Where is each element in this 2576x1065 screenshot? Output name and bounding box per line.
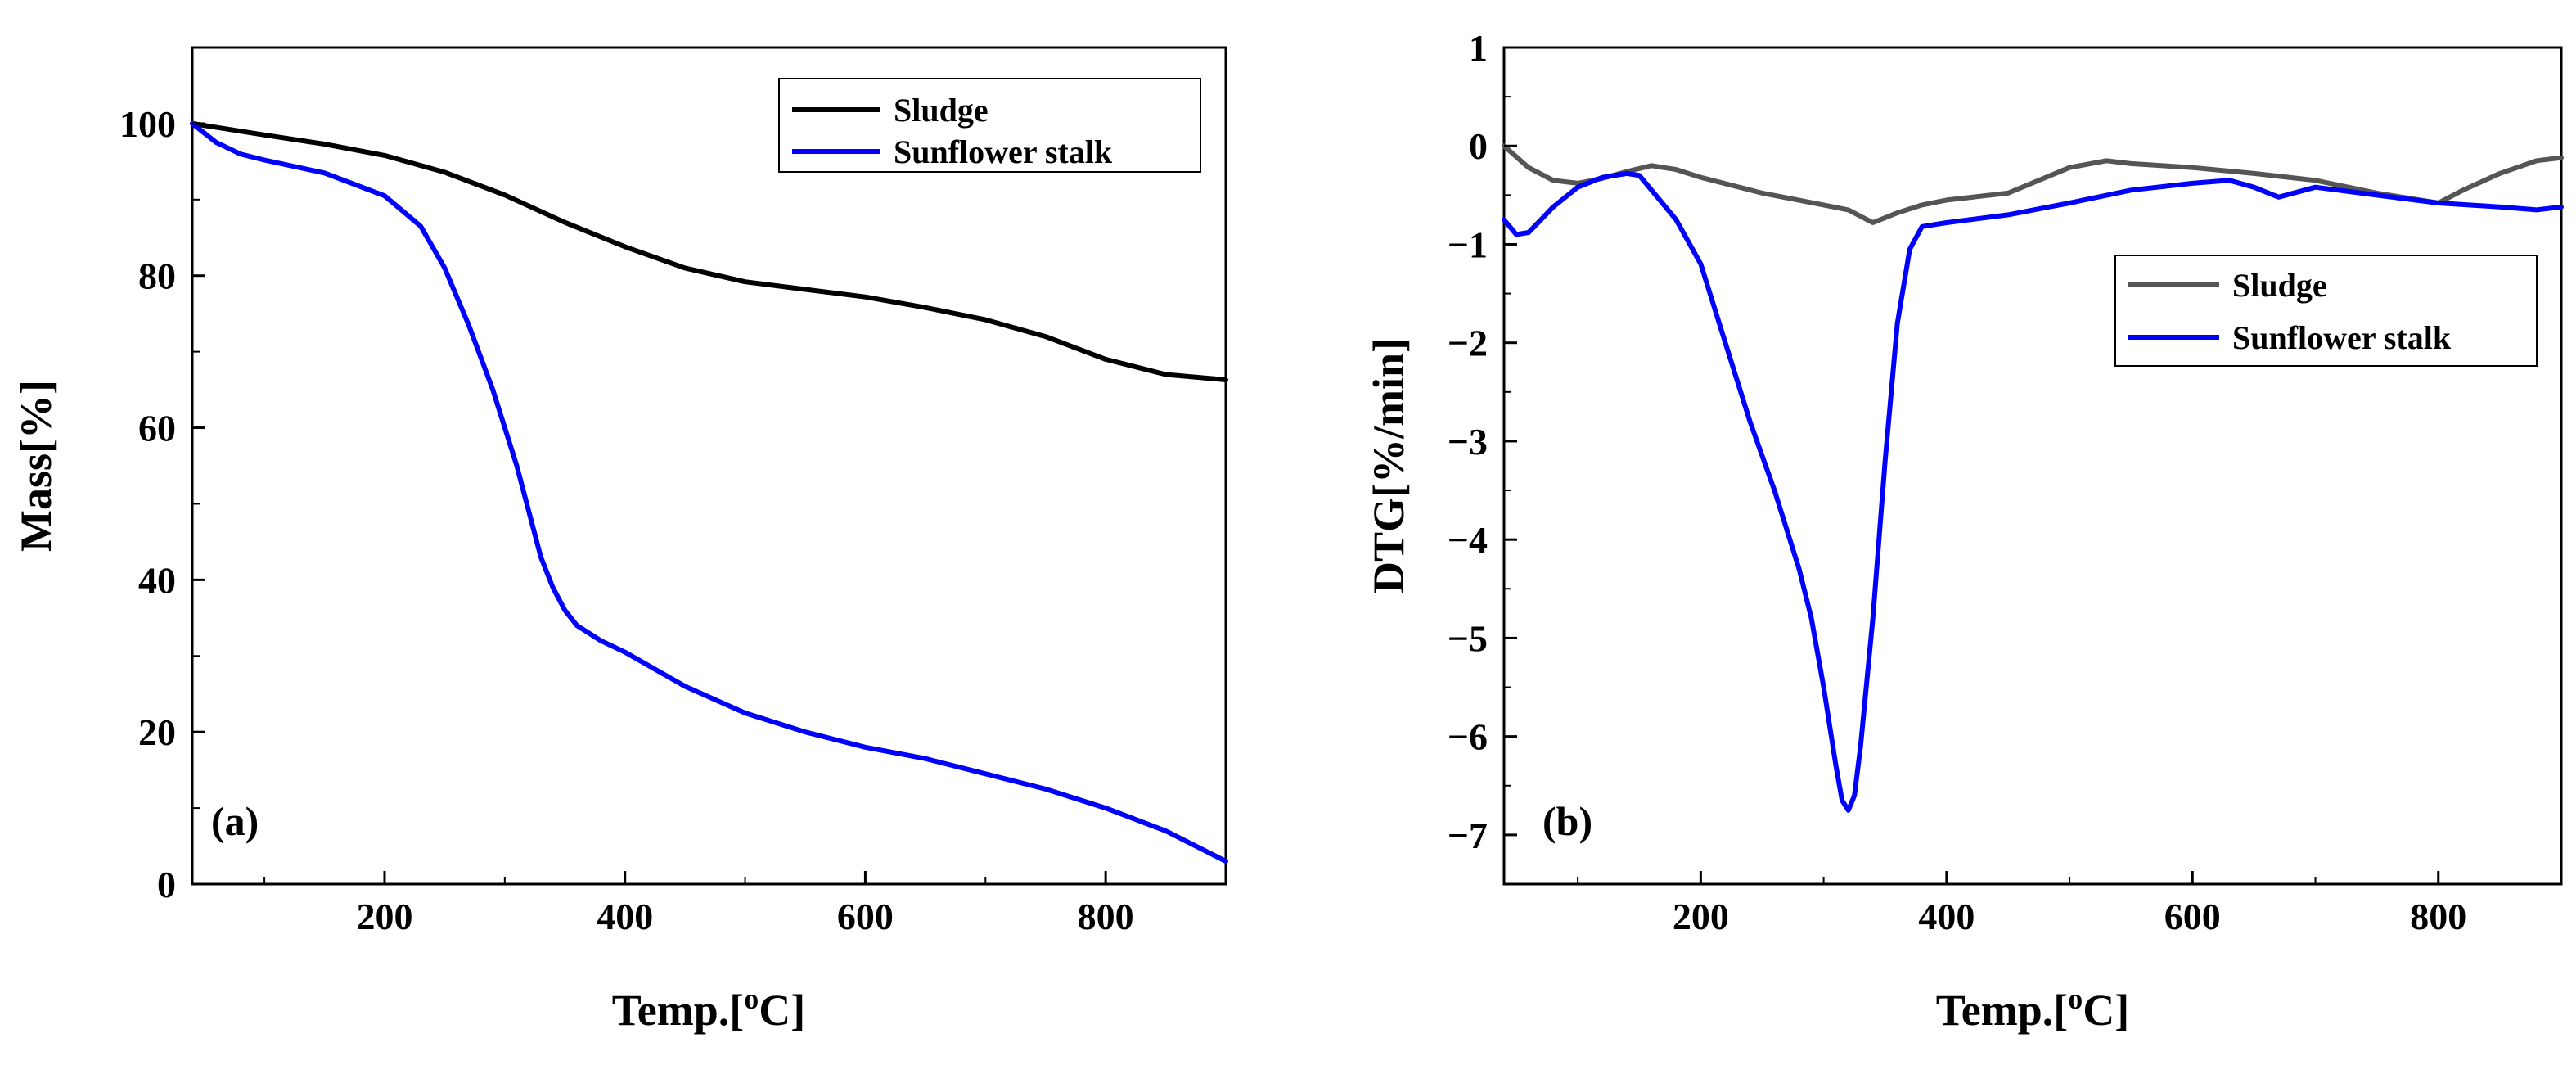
mass-chart: 200 400 600 800 0 20 40 60 80 100 (a) Mass[%] Tem… (11, 46, 1228, 1035)
dtg-chart-y-tick-label: −7 (1448, 815, 1488, 856)
dtg-chart-legend-label-sludge: Sludge (2232, 267, 2327, 304)
mass-chart-series-sludge (190, 120, 1228, 382)
mass-chart-legend: Sludge Sunflower stalk (778, 78, 1201, 173)
dtg-chart-legend-label-sunflower: Sunflower stalk (2232, 319, 2452, 356)
mass-chart-y-axis-label: Mass[%] (11, 380, 61, 552)
mass-chart-x-tick-label: 200 (356, 896, 412, 937)
dtg-chart-x-axis-label-sup: o (2068, 982, 2083, 1015)
dtg-chart-y-tick-label: −6 (1448, 716, 1488, 758)
dtg-chart-y-tick-label: −5 (1448, 617, 1488, 659)
mass-chart-y-tick-label: 40 (138, 559, 176, 601)
mass-chart-x-axis-label-sup: o (744, 982, 759, 1015)
dtg-chart-legend: Sludge Sunflower stalk (2114, 255, 2538, 367)
dtg-chart-legend-box (2114, 255, 2538, 367)
mass-chart-legend-label-sludge: Sludge (894, 92, 989, 129)
mass-chart-legend-box (778, 78, 1201, 173)
mass-chart-y-tick-label: 80 (138, 255, 176, 297)
mass-chart-y-tick-label: 0 (157, 864, 176, 905)
dtg-chart-x-axis-label-main: Temp.[ (1936, 986, 2069, 1035)
mass-chart-x-axis-label: Temp.[oC] (612, 982, 806, 1035)
dtg-chart-x-tick-label: 600 (2164, 896, 2221, 937)
dtg-chart-panel-label: (b) (1542, 798, 1592, 844)
dtg-chart-y-tick-label: 1 (1469, 27, 1488, 69)
mass-chart-legend-label-sunflower: Sunflower stalk (894, 133, 1113, 170)
mass-chart-y-tick-label: 100 (119, 103, 176, 145)
dtg-chart: 200 400 600 800 −7 −6 −5 −4 −3 −2 −1 0 1 (b) DTG[%/m… (1364, 27, 2564, 1035)
dtg-chart-x-tick-label: 400 (1918, 896, 1975, 937)
mass-chart-x-axis-label-end: C] (759, 986, 805, 1035)
mass-chart-x-tick-label: 800 (1078, 896, 1134, 937)
mass-chart-y-tick-label: 60 (138, 408, 176, 449)
dtg-chart-y-tick-label: −1 (1448, 223, 1488, 265)
dtg-chart-y-tick-label: −4 (1448, 519, 1488, 561)
mass-chart-y-tick-label: 20 (138, 711, 176, 753)
dtg-chart-plot-frame (1502, 46, 2563, 886)
dtg-chart-series-sunflower-stalk (1502, 170, 2564, 813)
dtg-chart-x-tick-label: 800 (2410, 896, 2466, 937)
mass-chart-series-sunflower-stalk (190, 120, 1228, 864)
dtg-chart-y-axis-label: DTG[%/min] (1364, 338, 1413, 593)
dtg-chart-y-tick-label: 0 (1469, 125, 1488, 167)
mass-chart-x-tick-label: 400 (597, 896, 653, 937)
dtg-chart-x-axis-label: Temp.[oC] (1936, 982, 2130, 1035)
mass-chart-x-axis-label-main: Temp.[ (612, 986, 745, 1035)
mass-chart-plot-frame (191, 46, 1227, 886)
dtg-chart-x-tick-label: 200 (1673, 896, 1729, 937)
dtg-chart-y-tick-label: −2 (1448, 323, 1488, 364)
dtg-chart-x-axis-label-end: C] (2083, 986, 2129, 1035)
mass-chart-x-tick-label: 600 (837, 896, 894, 937)
mass-chart-panel-label: (a) (211, 798, 259, 844)
dtg-chart-y-tick-label: −3 (1448, 421, 1488, 463)
